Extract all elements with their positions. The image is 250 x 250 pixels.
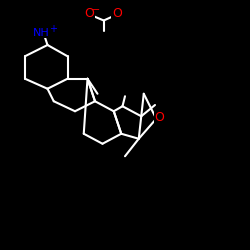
- Text: O: O: [84, 7, 94, 20]
- Text: NH: NH: [33, 28, 50, 38]
- Text: +: +: [49, 24, 57, 34]
- Text: −: −: [92, 5, 100, 15]
- Text: O: O: [154, 111, 164, 124]
- Text: O: O: [112, 7, 122, 20]
